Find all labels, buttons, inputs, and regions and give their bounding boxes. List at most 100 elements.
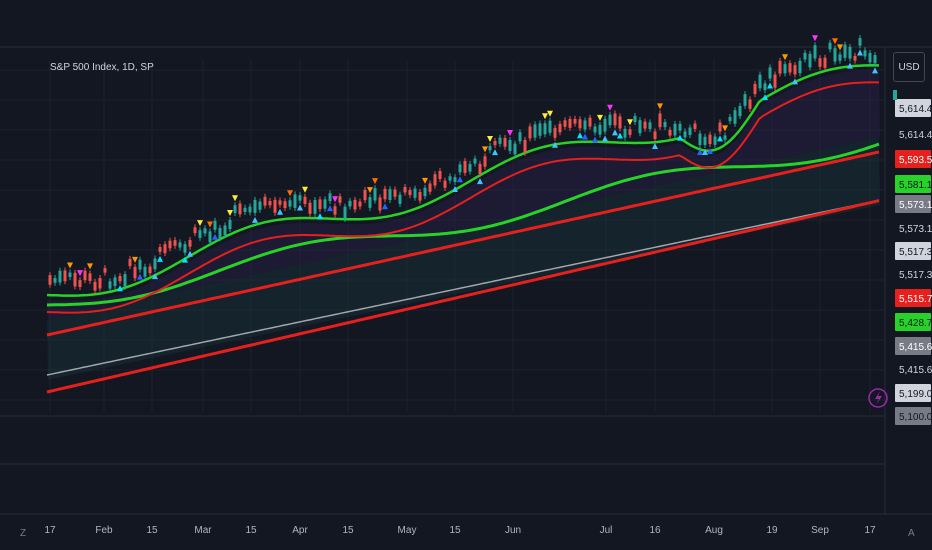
signal-down-marker xyxy=(232,195,238,202)
moving-average-line xyxy=(46,142,880,307)
candle-body xyxy=(563,120,567,127)
candle-body xyxy=(773,74,777,88)
candle-body xyxy=(528,126,532,139)
signal-up-marker xyxy=(847,62,853,69)
candle-body xyxy=(168,240,172,249)
candle-body xyxy=(108,281,112,289)
candle-body xyxy=(93,281,97,291)
candle-body xyxy=(463,160,467,173)
signal-up-marker xyxy=(602,135,608,142)
price-label-tag xyxy=(895,337,931,355)
candle-body xyxy=(178,242,182,248)
candle-body xyxy=(63,270,67,282)
signal-up-marker xyxy=(452,185,458,192)
candle-body xyxy=(298,195,302,201)
candle-body xyxy=(748,99,752,109)
signal-up-marker xyxy=(717,135,723,142)
candle-body xyxy=(313,200,317,214)
moving-average-line xyxy=(46,81,879,314)
candle-body xyxy=(838,54,842,61)
x-tick-label: Feb xyxy=(95,525,113,536)
candle-body xyxy=(743,94,747,106)
price-label-text: 5,428.74 xyxy=(899,318,932,329)
signal-up-marker xyxy=(617,132,623,139)
signal-down-marker xyxy=(207,221,213,228)
candle-body xyxy=(523,139,527,153)
x-tick-label: Aug xyxy=(705,525,723,536)
signal-down-marker xyxy=(87,263,93,270)
signal-up-marker xyxy=(767,82,773,89)
candle-body xyxy=(68,272,72,278)
candle-body xyxy=(768,67,772,79)
candle-body xyxy=(218,227,222,239)
price-label-text: 5,573.13 xyxy=(899,200,932,211)
candle-body xyxy=(73,272,77,287)
signal-up-marker xyxy=(677,134,683,141)
candle-body xyxy=(448,176,452,181)
candle-body xyxy=(123,274,127,287)
candle-body xyxy=(183,244,187,253)
candle-body xyxy=(248,206,252,213)
price-label-tag xyxy=(895,150,931,168)
currency-button[interactable]: USD xyxy=(893,52,925,82)
candle-body xyxy=(713,136,717,145)
x-tick-label: 17 xyxy=(44,525,56,536)
signal-down-marker xyxy=(422,177,428,184)
price-label-tag xyxy=(895,195,931,213)
auto-scale-toggle[interactable]: A xyxy=(908,528,915,539)
candle-body xyxy=(853,55,857,61)
price-label-tag xyxy=(895,125,931,143)
candle-body xyxy=(483,156,487,167)
candle-body xyxy=(308,202,312,214)
signal-up-marker xyxy=(182,256,188,263)
candle-body xyxy=(693,123,697,129)
candle-body xyxy=(438,171,442,180)
candle-body xyxy=(478,163,482,175)
candle-body xyxy=(328,193,332,202)
candle-body xyxy=(648,122,652,130)
signal-up-marker xyxy=(317,213,323,220)
x-tick-label: Apr xyxy=(292,525,308,536)
candle-body xyxy=(48,275,52,285)
candle-body xyxy=(383,188,387,200)
signal-up-marker xyxy=(152,273,158,280)
last-price-indicator xyxy=(893,90,897,100)
candle-body xyxy=(98,278,102,289)
timezone-toggle[interactable]: Z xyxy=(20,528,27,539)
candle-body xyxy=(193,227,197,234)
candle-body xyxy=(843,44,847,58)
candle-body xyxy=(798,60,802,74)
candle-body xyxy=(293,194,297,208)
candle-body xyxy=(873,55,877,64)
candle-body xyxy=(473,158,477,164)
signal-down-marker xyxy=(372,178,378,185)
candle-body xyxy=(453,177,457,182)
price-label-tag xyxy=(895,99,931,117)
price-label-text: 5,517.37 xyxy=(899,270,932,281)
candle-body xyxy=(58,270,62,283)
signal-down-marker xyxy=(542,113,548,120)
candle-body xyxy=(733,110,737,124)
candle-body xyxy=(623,128,627,138)
candle-body xyxy=(208,231,212,243)
candle-body xyxy=(428,183,432,192)
price-label-text: 5,415.63 xyxy=(899,365,932,376)
candle-body xyxy=(613,113,617,126)
candle-body xyxy=(303,196,307,204)
candle-body xyxy=(368,197,372,208)
price-label-tag xyxy=(895,313,931,331)
price-label-text: 5,614.40 xyxy=(899,104,932,115)
candle-body xyxy=(718,122,722,132)
candle-body xyxy=(828,42,832,50)
candle-body xyxy=(818,58,822,67)
signal-up-marker xyxy=(582,133,588,140)
moving-average-line xyxy=(46,150,880,337)
candle-body xyxy=(558,123,562,133)
candle-body xyxy=(243,207,247,212)
x-tick-label: 15 xyxy=(146,525,158,536)
candle-body xyxy=(393,189,397,197)
candle-body xyxy=(783,64,787,74)
price-label-tag xyxy=(895,289,931,307)
signal-up-marker xyxy=(762,94,768,101)
